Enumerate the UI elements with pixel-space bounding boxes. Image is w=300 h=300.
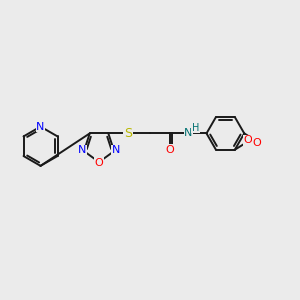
Text: H: H	[192, 123, 199, 133]
Text: O: O	[95, 158, 103, 168]
Text: N: N	[78, 146, 86, 155]
Text: O: O	[243, 135, 252, 145]
Text: N: N	[36, 122, 45, 132]
Text: N: N	[112, 146, 120, 155]
Text: N: N	[184, 128, 193, 138]
Text: S: S	[124, 127, 132, 140]
Text: O: O	[165, 145, 174, 155]
Text: O: O	[253, 138, 262, 148]
